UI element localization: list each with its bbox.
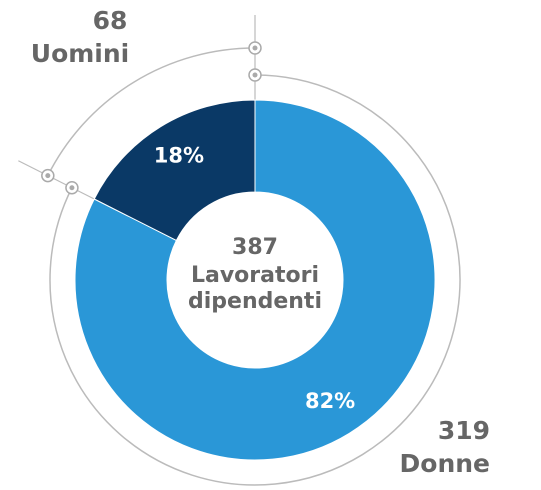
share-label: 18% xyxy=(154,144,204,168)
ring-arc xyxy=(49,74,461,486)
value-label: 319 xyxy=(438,416,490,445)
category-label: Uomini xyxy=(31,39,129,68)
ring-node-dot xyxy=(45,173,51,179)
leader-line xyxy=(18,160,95,200)
value-label: 68 xyxy=(93,6,128,35)
ring-node-dot xyxy=(252,45,258,51)
center-value: 387 xyxy=(232,235,278,260)
share-label: 82% xyxy=(305,389,355,413)
category-label: Donne xyxy=(400,449,490,478)
donut-segment xyxy=(74,99,436,461)
ring-node-dot xyxy=(69,185,75,191)
donut-segment xyxy=(93,99,256,242)
ring-node-dot xyxy=(252,72,258,78)
center-label: dipendenti xyxy=(188,289,322,314)
center-label: Lavoratori xyxy=(191,263,319,288)
ring-arc xyxy=(47,47,256,176)
